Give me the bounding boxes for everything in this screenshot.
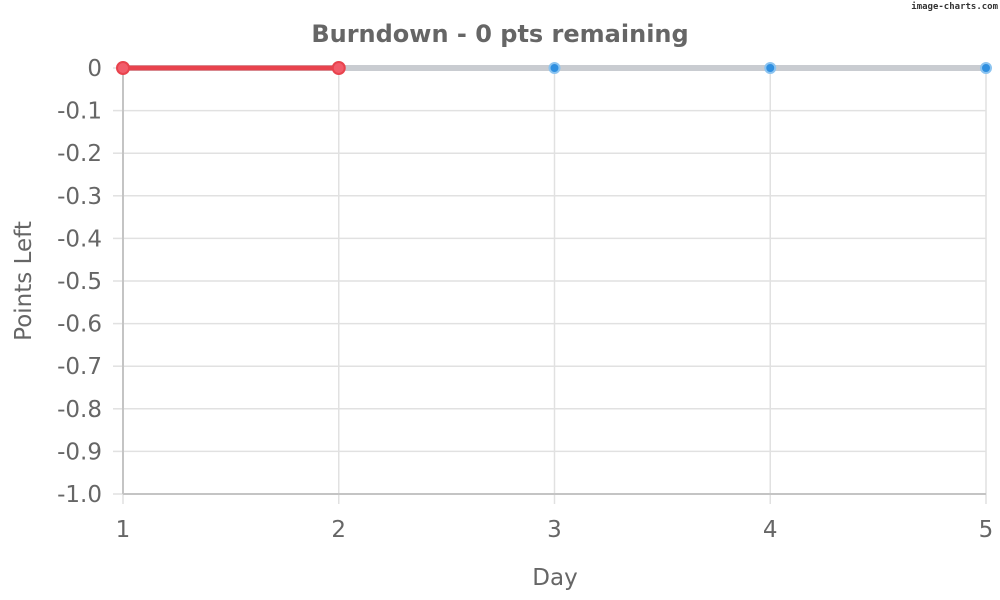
x-axis-label: Day	[532, 565, 577, 591]
axes	[122, 68, 986, 495]
x-tick-label: 3	[547, 517, 562, 543]
remaining-data-point	[548, 62, 561, 74]
y-tick-label: -0.9	[57, 439, 102, 465]
y-tick-label: 0	[87, 56, 102, 82]
x-tick-label: 4	[763, 517, 778, 543]
y-tick-label: -0.5	[57, 269, 102, 295]
x-tick-label: 1	[116, 517, 131, 543]
x-tick-label: 5	[979, 517, 994, 543]
y-axis-label: Points Left	[11, 221, 37, 341]
y-tick-label: -1.0	[57, 482, 102, 508]
gridlines	[113, 67, 987, 504]
y-tick-label: -0.6	[57, 312, 102, 338]
y-tick-label: -0.1	[57, 99, 102, 125]
series	[116, 61, 992, 75]
y-tick-label: -0.2	[57, 141, 102, 167]
y-tick-label: -0.3	[57, 184, 102, 210]
remaining-data-point	[764, 62, 777, 74]
y-tick-label: -0.8	[57, 397, 102, 423]
actual-data-point	[116, 61, 130, 75]
y-tick-label: -0.7	[57, 354, 102, 380]
y-tick-labels: 0 -0.1 -0.2 -0.3 -0.4 -0.5 -0.6 -0.7 -0.8 -0.9 -1.…	[57, 56, 102, 508]
x-tick-labels: 1 2 3 4 5	[116, 517, 994, 543]
y-tick-label: -0.4	[57, 226, 102, 252]
watermark: image-charts.com	[911, 1, 998, 12]
remaining-data-point	[980, 62, 992, 74]
chart-title: Burndown - 0 pts remaining	[311, 20, 688, 48]
x-tick-label: 2	[331, 517, 346, 543]
actual-data-point	[331, 61, 346, 75]
